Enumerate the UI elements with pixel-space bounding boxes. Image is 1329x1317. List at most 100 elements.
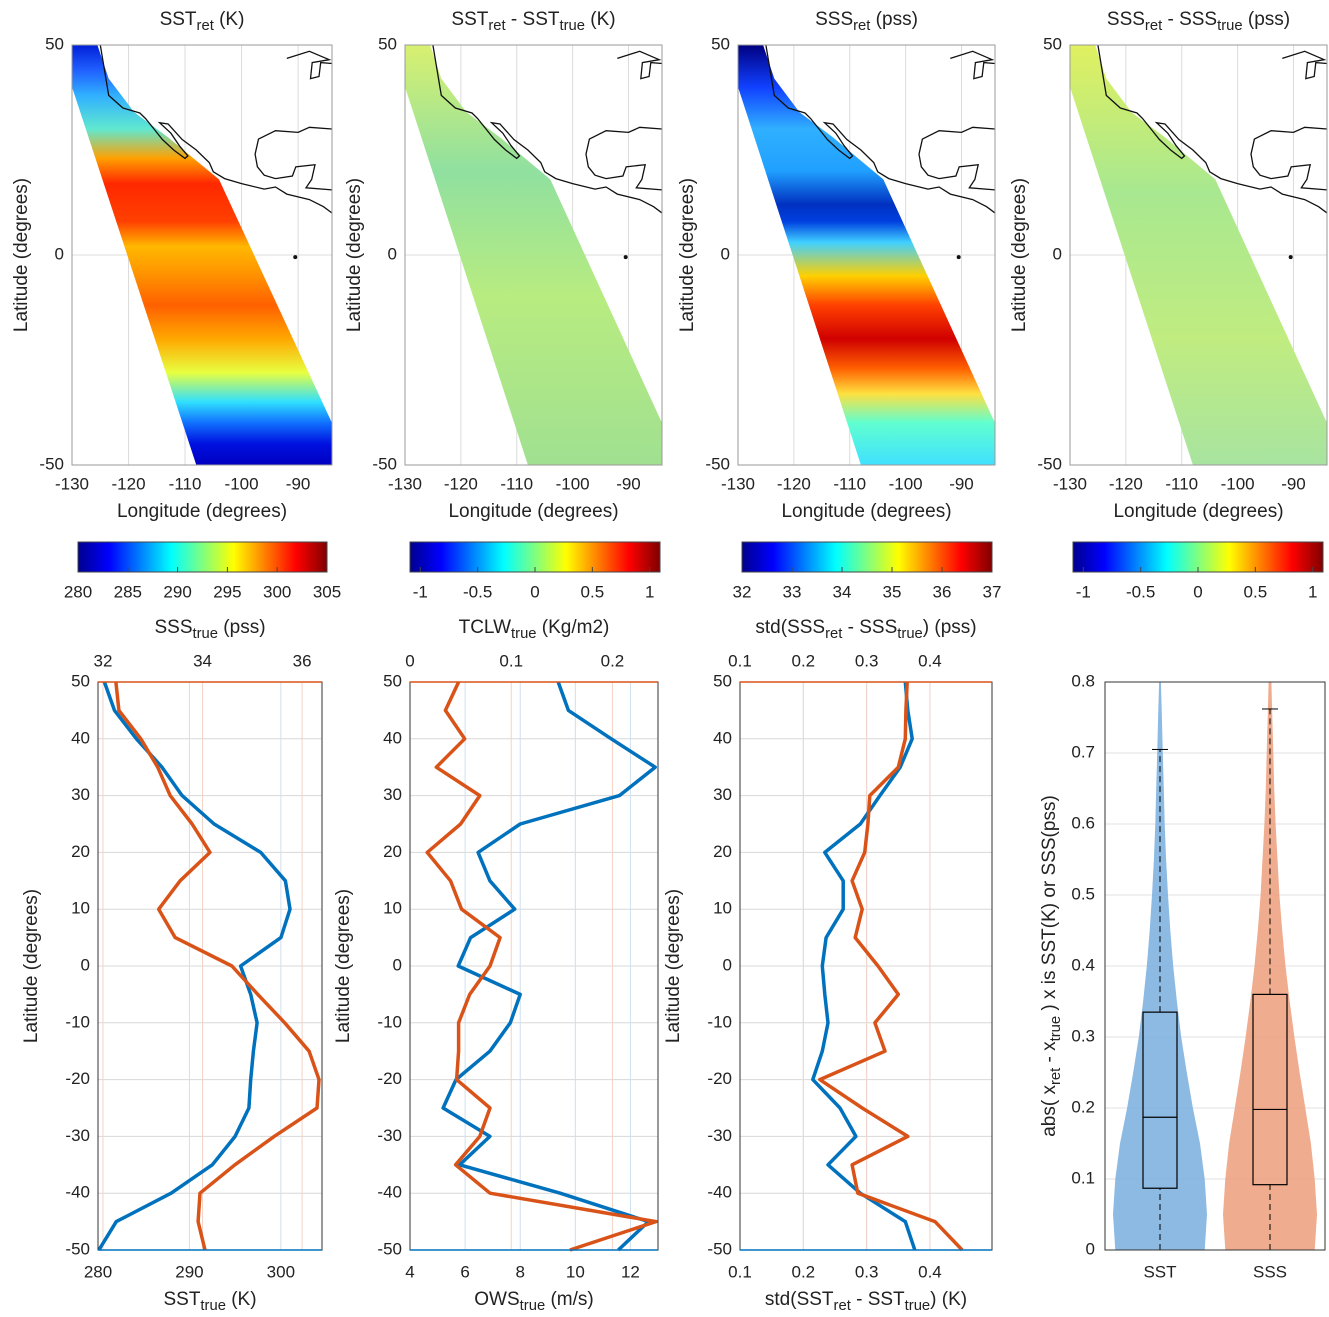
y-tick-label: 40 <box>383 728 402 747</box>
y-tick-label: -50 <box>39 454 64 473</box>
coastline <box>918 126 995 191</box>
x2-axis-label-part: - SSS <box>842 617 897 638</box>
x-tick-label: 0.2 <box>791 1262 815 1281</box>
chart-title: SSTret (K) <box>160 9 245 34</box>
x2-axis-label-part: true <box>511 626 537 642</box>
x-tick-label: -110 <box>500 474 533 493</box>
swath <box>1070 45 1327 465</box>
chart-title-part: (K) <box>585 9 616 30</box>
x2-axis-label-part: std(SSS <box>755 617 825 638</box>
colorbar-tick-label: 1 <box>1308 582 1317 601</box>
x-tick-label: -90 <box>949 474 974 493</box>
colorbar-tick-label: 0.5 <box>581 582 605 601</box>
series-line <box>818 681 964 1252</box>
x2-tick-label: 0.1 <box>728 651 752 670</box>
colorbar-tick-label: 1 <box>645 582 654 601</box>
x-tick-label: -120 <box>1109 474 1143 493</box>
x2-axis-label-part: (Kg/m2) <box>537 617 610 638</box>
y-tick-label: 0.6 <box>1071 813 1095 832</box>
x2-axis-label-part: true <box>193 626 219 642</box>
y-tick-label: -50 <box>707 1239 732 1258</box>
y-tick-label: 0.2 <box>1071 1097 1095 1116</box>
colorbar-tick-label: -0.5 <box>463 582 492 601</box>
y-tick-label: -10 <box>377 1012 402 1031</box>
y-tick-label: 50 <box>1043 34 1062 53</box>
chart-title-part: ret <box>488 18 505 34</box>
x-tick-label: -130 <box>388 474 422 493</box>
coastline <box>286 50 332 80</box>
y-tick-label: 30 <box>383 785 402 804</box>
y-axis-label: Latitude (degrees) <box>333 889 354 1043</box>
x-tick-label: -130 <box>55 474 89 493</box>
x-tick-label: -100 <box>889 474 923 493</box>
y-tick-label: -30 <box>65 1126 90 1145</box>
y-axis-label-part: - x <box>1039 1041 1060 1068</box>
x-axis-label: OWStrue (m/s) <box>474 1289 593 1314</box>
x-tick-label: 10 <box>566 1262 585 1281</box>
x2-tick-label: 0.2 <box>601 651 625 670</box>
y-tick-label: -50 <box>65 1239 90 1258</box>
x2-tick-label: 0 <box>405 651 414 670</box>
chart-title-part: (K) <box>214 9 245 30</box>
y-tick-label: 10 <box>713 899 732 918</box>
violin <box>1113 682 1207 1250</box>
y-axis-label: Latitude (degrees) <box>344 178 365 332</box>
y-tick-label: -20 <box>377 1069 402 1088</box>
x2-tick-label: 32 <box>94 651 113 670</box>
x-axis-label-part: ret <box>834 1298 851 1314</box>
x-tick-label: -120 <box>777 474 811 493</box>
y-axis-label-part: abs( x <box>1039 1085 1060 1137</box>
y-tick-label: -40 <box>707 1183 732 1202</box>
y-tick-label: 40 <box>71 728 90 747</box>
x2-tick-label: 0.1 <box>499 651 523 670</box>
y-tick-label: 40 <box>713 728 732 747</box>
chart-title-part: true <box>1217 18 1243 34</box>
series-line <box>114 681 321 1251</box>
violin <box>1223 682 1317 1250</box>
series-line <box>425 681 658 1252</box>
y-tick-label: 0.4 <box>1071 955 1095 974</box>
colorbar-tick-label: 0 <box>1193 582 1202 601</box>
island <box>1288 255 1293 260</box>
y-tick-label: -20 <box>65 1069 90 1088</box>
x-tick-label: 0.4 <box>918 1262 942 1281</box>
y-tick-label: 0.1 <box>1071 1168 1095 1187</box>
x-tick-label: 280 <box>84 1262 112 1281</box>
colorbar-tick-label: 295 <box>213 582 241 601</box>
colorbar-tick-label: -1 <box>1076 582 1091 601</box>
colorbar-tick-label: 290 <box>163 582 191 601</box>
x2-axis-label-part: true <box>897 626 923 642</box>
swath <box>72 45 332 465</box>
x2-tick-label: 0.2 <box>791 651 815 670</box>
colorbar-tick-label: 36 <box>933 582 952 601</box>
frame <box>404 44 663 466</box>
frame <box>737 44 996 466</box>
x-tick-label: -90 <box>616 474 641 493</box>
x-axis-label-part: - SST <box>851 1289 905 1310</box>
colorbar <box>741 541 993 573</box>
series-line <box>811 681 917 1251</box>
x2-tick-label: 0.4 <box>918 651 942 670</box>
coastline <box>254 126 332 191</box>
y-tick-label: 20 <box>383 842 402 861</box>
chart-title-part: SSS <box>1107 9 1145 30</box>
y-axis-label: Latitude (degrees) <box>677 178 698 332</box>
x-tick-label: -100 <box>1221 474 1255 493</box>
x-tick-label: -110 <box>169 474 202 493</box>
y-tick-label: -50 <box>377 1239 402 1258</box>
y-axis-label: Latitude (degrees) <box>1009 178 1030 332</box>
x2-tick-label: 0.3 <box>855 651 879 670</box>
x-axis-label-part: ) (K) <box>930 1289 967 1310</box>
x-tick-label: 8 <box>515 1262 524 1281</box>
colorbar-tick-label: 305 <box>313 582 341 601</box>
x-axis-label-part: true <box>520 1298 546 1314</box>
y-tick-label: -30 <box>707 1126 732 1145</box>
x-axis-label: Longitude (degrees) <box>117 501 287 522</box>
x-tick-label: 0.3 <box>855 1262 879 1281</box>
x-axis-label-part: true <box>905 1298 931 1314</box>
x2-axis-label-part: ret <box>825 626 842 642</box>
colorbar-tick-label: 35 <box>883 582 902 601</box>
x-axis-label-part: (m/s) <box>545 1289 594 1310</box>
y-tick-label: 0 <box>55 244 64 263</box>
